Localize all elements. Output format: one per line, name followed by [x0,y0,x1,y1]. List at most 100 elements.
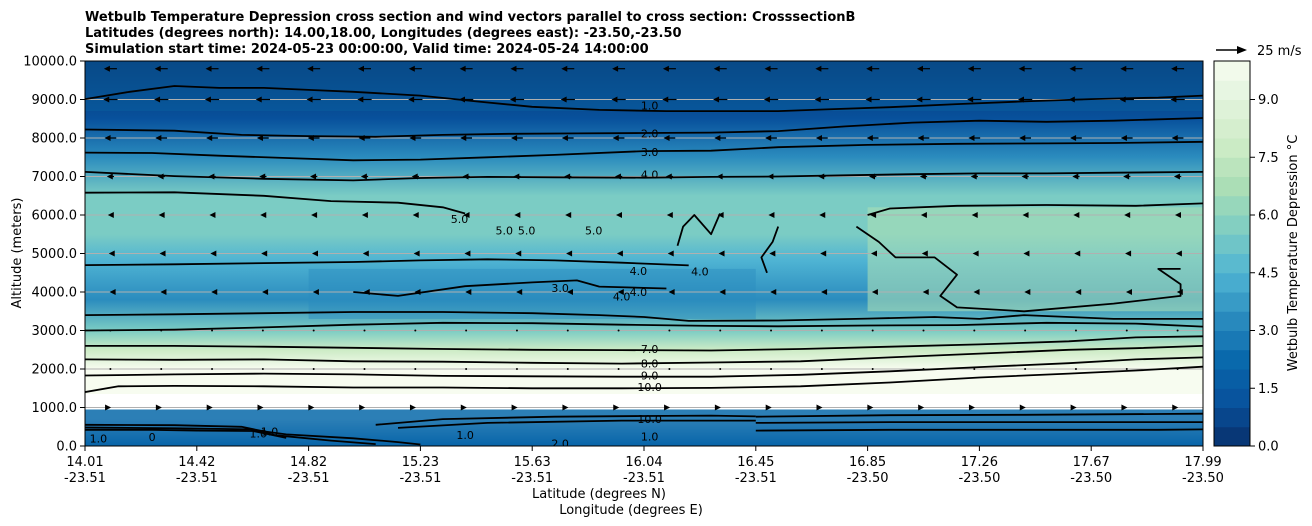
wind-vector-9-20 [1121,404,1128,411]
wind-vector-head [916,96,923,103]
contour-line-7 [85,258,689,267]
wind-vector-2-4 [307,135,320,141]
wind-vector-head [666,212,673,218]
wind-vector-7-10 [617,329,620,332]
wind-vector-head [510,65,517,72]
wind-vector-8-9 [566,368,569,370]
wind-vector-8-10 [617,368,620,370]
colorbar-band-6 [1214,311,1250,331]
wind-vector-9-13 [765,404,772,411]
colorbar-band-7 [1214,292,1250,312]
wind-vector-head [1017,96,1024,103]
wind-vector-9-7 [460,404,467,411]
x-tick-label-lon-8: -23.50 [958,471,1000,486]
wind-vector-9-19 [1070,404,1077,411]
wind-vector-3-17 [970,173,978,180]
contour-label-4: 5.0 [451,213,469,226]
wind-vector-head [871,289,878,295]
contour-label-10: 4.0 [613,291,631,304]
contour-line-12 [85,321,1203,332]
wind-vector-head [664,404,671,411]
wind-vector-7-20 [1125,329,1128,332]
wind-vector-5-5 [362,250,369,257]
y-axis-label: Altitude (meters) [10,198,25,309]
colorbar-label: Wetbulb Temperature Depression °C [1286,135,1301,372]
colorbar-band-2 [1214,388,1250,408]
wind-vector-9-1 [155,404,162,411]
wind-vector-6-11 [668,289,675,295]
wind-vector-head [719,289,726,295]
wind-vector-4-1 [158,212,165,218]
x-tick-label-lon-6: -23.51 [735,471,777,486]
contour-label-9: 4.0 [691,266,709,279]
wind-vector-4-10 [615,212,622,218]
wind-vector-head [616,250,623,257]
wind-vector-head [1170,96,1177,103]
x-tick-label-lat-5: 16.04 [625,455,662,470]
wind-vector-head [662,96,669,103]
wind-vector-7-0 [109,329,112,332]
contour-line-0 [85,85,1203,112]
wind-vector-head [1073,212,1080,218]
contour-line-11 [85,311,1203,322]
wind-vector-1-1 [154,96,169,103]
wind-vector-head [1019,404,1026,411]
wind-vector-8-6 [414,368,417,370]
wind-vector-head [464,250,471,257]
chart-title: Wetbulb Temperature Depression cross sec… [85,10,855,57]
wind-vector-1-7 [458,96,474,103]
colorbar-band-1 [1214,407,1250,428]
wind-vector-6-10 [617,289,624,295]
plot-area: 1.02.03.04.05.05.0 5.0 5.04.0 4.04.0 4.03.07… [84,60,1204,447]
wind-vector-6-2 [211,289,218,295]
wind-vector-head [103,96,110,103]
wind-vector-0-2 [205,65,219,72]
x-axis-label-lon: Longitude (degrees E) [559,503,703,518]
wind-vector-5-8 [515,250,522,257]
wind-vector-3-12 [716,173,724,180]
wind-vector-head [414,289,421,295]
y-tick-label-8: 8000.0 [32,132,78,147]
wind-vector-head [206,135,213,141]
wind-vector-3-21 [1173,173,1182,180]
wind-vector-3-6 [411,173,419,180]
wind-vector-head [158,212,165,218]
wind-vector-head [1125,250,1132,257]
wind-vector-1-19 [1068,96,1084,103]
colorbar-band-11 [1214,215,1250,235]
wind-vector-head [617,289,624,295]
contour-line-1 [85,117,1203,138]
wind-vector-4-0 [107,212,114,218]
wind-vector-head [362,250,369,257]
wind-vector-head [565,212,572,218]
wind-vector-head [614,173,621,180]
wind-vector-head [1068,96,1075,103]
wind-vector-5-4 [311,250,318,257]
wind-vector-head [1125,289,1132,295]
wind-vector-head [566,250,573,257]
wind-vector-5-20 [1125,250,1132,257]
wind-vector-6-15 [871,289,878,295]
y-tick-label-5: 5000.0 [32,247,78,262]
wind-vector-head [713,65,720,72]
colorbar-band-19 [1214,61,1250,81]
wind-vector-head [920,212,927,218]
wind-vector-head [462,173,469,180]
wind-vector-0-9 [561,65,575,72]
wind-vector-4-3 [260,212,267,218]
colorbar-frame [1213,60,1251,447]
wind-vector-head [561,135,568,141]
wind-vector-4-8 [514,212,521,218]
colorbar-band-15 [1214,138,1250,158]
wind-vector-6-19 [1075,289,1082,295]
wind-vector-head [1075,289,1082,295]
wind-vector-9-17 [968,404,975,411]
wind-vector-1-6 [408,96,423,103]
wind-vector-head [155,404,162,411]
wind-vector-9-18 [1019,404,1026,411]
wind-vector-head [409,135,416,141]
wind-vector-3-15 [869,173,877,180]
wind-vector-head [260,212,267,218]
wind-vector-head [105,404,112,411]
